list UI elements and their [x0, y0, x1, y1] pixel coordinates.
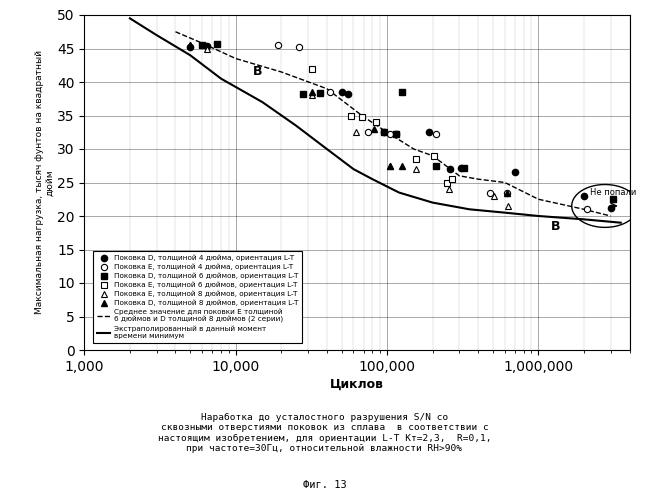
- Text: Фиг. 13: Фиг. 13: [302, 480, 347, 490]
- Text: Наработка до усталостного разрушения S/N со
сквозными отверстиями поковок из спл: Наработка до усталостного разрушения S/N…: [158, 412, 491, 453]
- Text: Не попали: Не попали: [590, 188, 636, 197]
- X-axis label: Циклов: Циклов: [330, 378, 384, 391]
- Legend: Поковка D, толщиной 4 дюйма, ориентация L-T, Поковка E, толщиной 4 дюйма, ориент: Поковка D, толщиной 4 дюйма, ориентация …: [93, 251, 302, 343]
- Y-axis label: Максимальная нагрузка, тысяч фунтов на квадратный
дюйм: Максимальная нагрузка, тысяч фунтов на к…: [35, 50, 55, 314]
- Text: B: B: [551, 220, 560, 232]
- Text: B: B: [253, 66, 263, 78]
